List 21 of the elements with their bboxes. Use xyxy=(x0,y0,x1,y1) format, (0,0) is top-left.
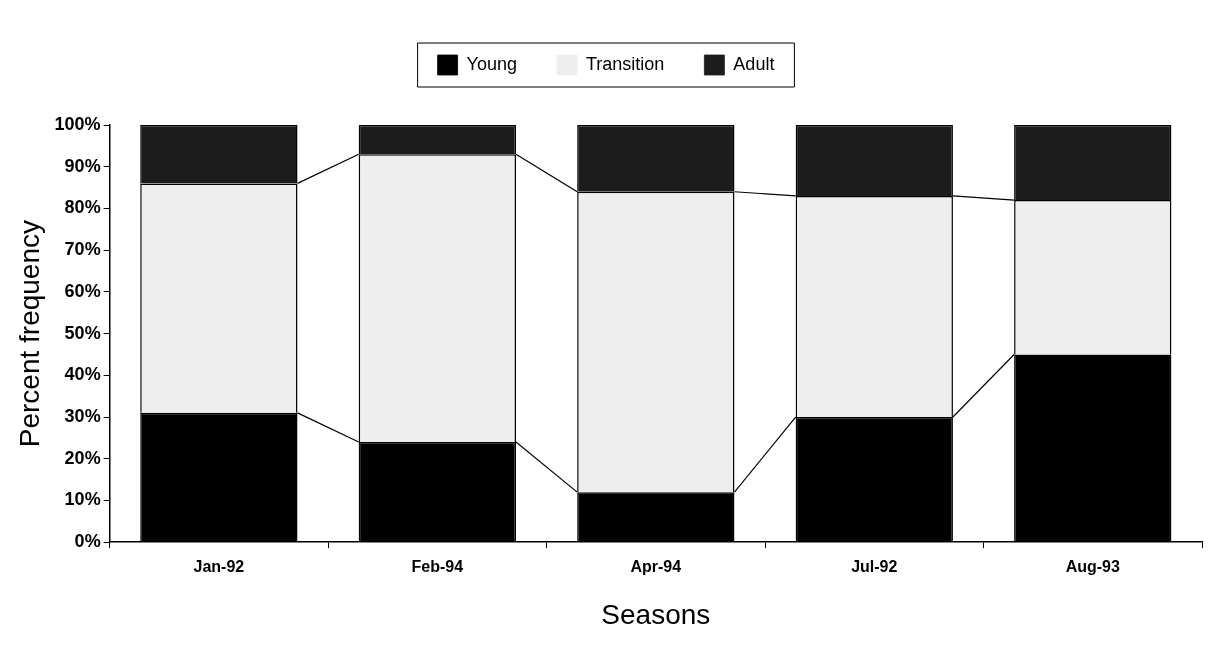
y-axis-title: Percent frequency xyxy=(13,219,45,448)
y-tick-label: 30% xyxy=(64,406,101,427)
legend-label: Transition xyxy=(586,53,665,74)
y-tick-label: 10% xyxy=(64,489,101,510)
x-tick-label: Apr-94 xyxy=(630,558,682,576)
x-tick-label: Aug-93 xyxy=(1065,558,1120,576)
y-tick-label: 40% xyxy=(64,364,101,385)
y-tick-label: 90% xyxy=(64,155,101,176)
y-tick-label: 80% xyxy=(64,197,101,218)
legend-label: Adult xyxy=(733,53,775,74)
legend-label: Young xyxy=(466,53,518,74)
x-tick-label: Jul-92 xyxy=(851,558,898,576)
y-tick-label: 100% xyxy=(54,113,101,134)
y-tick-label: 0% xyxy=(74,531,101,552)
x-tick-label: Feb-94 xyxy=(411,558,464,576)
y-tick-label: 70% xyxy=(64,239,101,260)
y-tick-label: 50% xyxy=(64,322,101,343)
x-axis-title: Seasons xyxy=(601,598,711,630)
y-tick-label: 60% xyxy=(64,280,101,301)
x-tick-label: Jan-92 xyxy=(193,558,245,576)
y-tick-label: 20% xyxy=(64,447,101,468)
